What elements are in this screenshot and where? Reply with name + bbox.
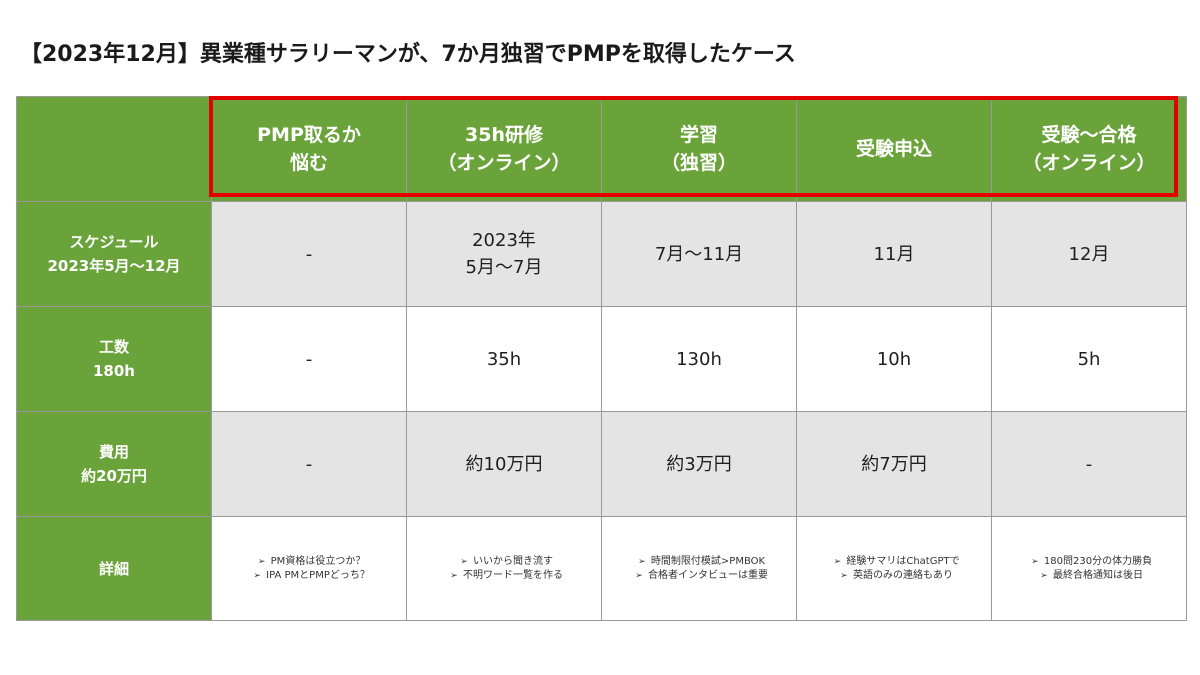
schedule-row: スケジュール 2023年5月～12月 - 2023年 5月～7月 7月～11月 … bbox=[16, 201, 1187, 307]
detail-cell: ➢ 時間制限付模試>PMBOK ➢ 合格者インタビューは重要 bbox=[601, 516, 797, 621]
corner-cell bbox=[16, 96, 212, 202]
schedule-label: スケジュール 2023年5月～12月 bbox=[16, 201, 212, 307]
detail-row: 詳細 ➢ PM資格は役立つか？ ➢ IPA PMとPMPどっち？ ➢ いいから聞き流す… bbox=[16, 516, 1187, 621]
detail-text: 時間制限付模試>PMBOK bbox=[650, 555, 766, 567]
row-label-line: スケジュール bbox=[69, 233, 159, 251]
cost-cell: 約3万円 bbox=[601, 411, 797, 517]
header-line: 悩む bbox=[289, 152, 328, 174]
header-apply: 受験申込 bbox=[796, 96, 992, 202]
bullet-arrow-icon: ➢ bbox=[460, 556, 468, 567]
header-exam: 受験～合格 （オンライン） bbox=[991, 96, 1187, 202]
effort-cell: 130h bbox=[601, 306, 797, 412]
bullet-arrow-icon: ➢ bbox=[833, 556, 842, 567]
detail-item: ➢ 合格者インタビューは重要 bbox=[602, 569, 796, 583]
detail-text: IPA PMとPMPどっち？ bbox=[266, 569, 370, 581]
detail-text: 最終合格通知は後日 bbox=[1053, 569, 1143, 581]
detail-item: ➢ 不明ワード一覧を作る bbox=[407, 569, 601, 583]
row-label-line: 工数 bbox=[98, 338, 129, 356]
detail-cell: ➢ いいから聞き流す ➢ 不明ワード一覧を作る bbox=[406, 516, 602, 621]
header-consider: PMP取るか 悩む bbox=[211, 96, 407, 202]
pmp-case-table: PMP取るか 悩む 35h研修 （オンライン） 学習 （独習） 受験申込 受験～… bbox=[16, 96, 1187, 621]
schedule-cell: 2023年 5月～7月 bbox=[406, 201, 602, 307]
detail-text: PM資格は役立つか？ bbox=[270, 555, 366, 567]
detail-cell: ➢ 経験サマリはChatGPTで ➢ 英語のみの連絡もあり bbox=[796, 516, 992, 621]
detail-item: ➢ 時間制限付模試>PMBOK bbox=[602, 555, 796, 569]
detail-item: ➢ いいから聞き流す bbox=[407, 555, 601, 569]
cell-value: - bbox=[305, 243, 313, 265]
header-row: PMP取るか 悩む 35h研修 （オンライン） 学習 （独習） 受験申込 受験～… bbox=[16, 96, 1187, 202]
detail-item: ➢ 最終合格通知は後日 bbox=[992, 569, 1186, 583]
bullet-arrow-icon: ➢ bbox=[1040, 570, 1048, 581]
header-line: PMP取るか bbox=[257, 124, 361, 146]
bullet-arrow-icon: ➢ bbox=[638, 556, 646, 567]
row-label-line: 費用 bbox=[98, 443, 129, 461]
cost-row: 費用 約20万円 - 約10万円 約3万円 約7万円 - bbox=[16, 411, 1187, 517]
detail-text: いいから聞き流す bbox=[473, 555, 553, 567]
detail-text: 180問230分の体力勝負 bbox=[1043, 555, 1153, 567]
detail-text: 英語のみの連絡もあり bbox=[853, 569, 953, 581]
detail-text: 経験サマリはChatGPTで bbox=[846, 555, 960, 567]
cell-value: 2023年 bbox=[472, 230, 536, 251]
effort-label: 工数 180h bbox=[16, 306, 212, 412]
row-label-line: 180h bbox=[93, 362, 135, 380]
cell-value: 5月～7月 bbox=[465, 257, 543, 278]
detail-item: ➢ 英語のみの連絡もあり bbox=[797, 569, 991, 583]
header-study: 学習 （独習） bbox=[601, 96, 797, 202]
bullet-arrow-icon: ➢ bbox=[450, 570, 458, 581]
cell-value: 11月 bbox=[873, 243, 915, 265]
effort-cell: 10h bbox=[796, 306, 992, 412]
schedule-cell: 7月～11月 bbox=[601, 201, 797, 307]
cost-cell: 約7万円 bbox=[796, 411, 992, 517]
cell-value: 7月～11月 bbox=[654, 243, 744, 265]
detail-label: 詳細 bbox=[16, 516, 212, 621]
detail-text: 不明ワード一覧を作る bbox=[463, 569, 563, 581]
cost-cell: 約10万円 bbox=[406, 411, 602, 517]
effort-row: 工数 180h - 35h 130h 10h 5h bbox=[16, 306, 1187, 412]
header-line: 35h研修 bbox=[465, 124, 543, 146]
detail-cell: ➢ 180問230分の体力勝負 ➢ 最終合格通知は後日 bbox=[991, 516, 1187, 621]
bullet-arrow-icon: ➢ bbox=[253, 570, 261, 581]
header-line: 受験～合格 bbox=[1041, 124, 1137, 146]
detail-item: ➢ 180問230分の体力勝負 bbox=[992, 555, 1186, 569]
effort-cell: 35h bbox=[406, 306, 602, 412]
detail-cell: ➢ PM資格は役立つか？ ➢ IPA PMとPMPどっち？ bbox=[211, 516, 407, 621]
bullet-arrow-icon: ➢ bbox=[840, 570, 848, 581]
detail-item: ➢ IPA PMとPMPどっち？ bbox=[212, 569, 406, 583]
header-line: 学習 bbox=[679, 124, 718, 146]
header-training: 35h研修 （オンライン） bbox=[406, 96, 602, 202]
row-label-line: 約20万円 bbox=[81, 467, 147, 485]
cost-cell: - bbox=[211, 411, 407, 517]
cost-label: 費用 約20万円 bbox=[16, 411, 212, 517]
detail-item: ➢ PM資格は役立つか？ bbox=[212, 555, 406, 569]
schedule-cell: 12月 bbox=[991, 201, 1187, 307]
bullet-arrow-icon: ➢ bbox=[1031, 556, 1039, 567]
page-title: 【2023年12月】異業種サラリーマンが、7か月独習でPMPを取得したケース bbox=[20, 42, 796, 67]
row-label-line: 2023年5月～12月 bbox=[47, 257, 181, 275]
bullet-arrow-icon: ➢ bbox=[635, 570, 643, 581]
schedule-cell: 11月 bbox=[796, 201, 992, 307]
bullet-arrow-icon: ➢ bbox=[257, 556, 266, 567]
cell-value: 12月 bbox=[1068, 243, 1110, 265]
effort-cell: - bbox=[211, 306, 407, 412]
schedule-cell: - bbox=[211, 201, 407, 307]
effort-cell: 5h bbox=[991, 306, 1187, 412]
header-line: （オンライン） bbox=[1022, 152, 1156, 174]
header-line: （独習） bbox=[660, 152, 737, 174]
cost-cell: - bbox=[991, 411, 1187, 517]
header-line: 受験申込 bbox=[855, 138, 932, 160]
detail-item: ➢ 経験サマリはChatGPTで bbox=[797, 555, 991, 569]
header-line: （オンライン） bbox=[437, 152, 571, 174]
detail-text: 合格者インタビューは重要 bbox=[648, 569, 768, 581]
